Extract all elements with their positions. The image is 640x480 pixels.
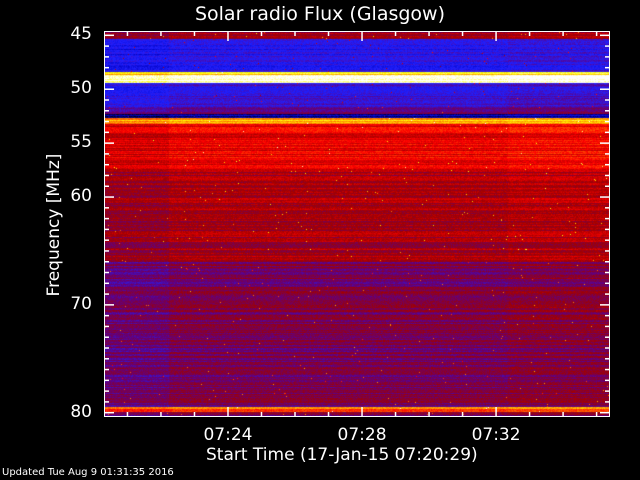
spectrogram-heatmap [105, 32, 609, 416]
y-tick-label: 70 [70, 293, 92, 314]
y-tick-label: 80 [70, 401, 92, 422]
plot-area [104, 31, 610, 417]
chart-title: Solar radio Flux (Glasgow) [194, 3, 446, 25]
y-axis-label: Frequency [MHz] [44, 153, 64, 297]
x-tick-label: 07:32 [471, 425, 521, 445]
y-tick-label: 45 [70, 24, 92, 45]
y-tick-label: 60 [70, 186, 92, 207]
x-tick-label: 07:28 [337, 425, 387, 445]
x-axis-label: Start Time (17-Jan-15 07:20:29) [206, 445, 478, 465]
y-tick-label: 50 [70, 78, 92, 99]
y-tick-label: 55 [70, 132, 92, 153]
x-tick-label: 07:24 [203, 425, 253, 445]
updated-timestamp: Updated Tue Aug 9 01:31:35 2016 [2, 467, 174, 478]
